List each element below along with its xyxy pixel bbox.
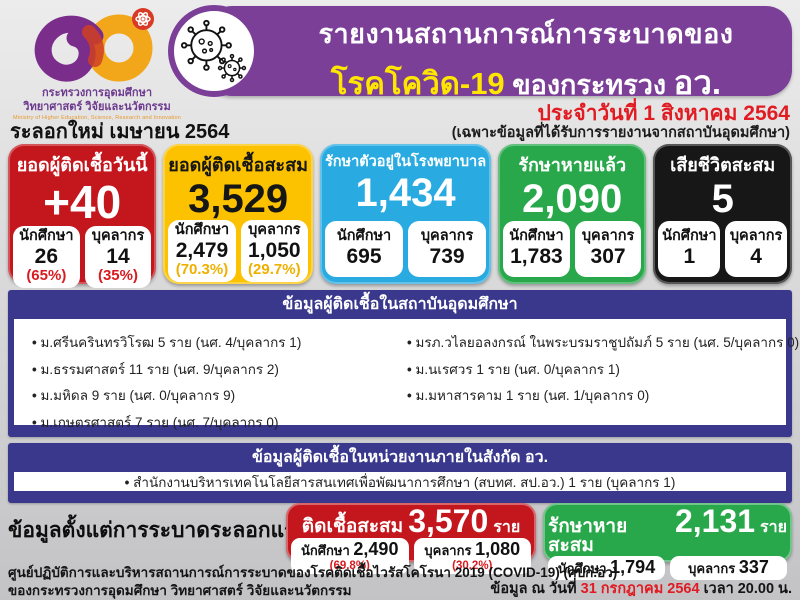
list-item: ม.ศรีนครินทรวิโรฒ 5 ราย (นศ. 4/บุคลากร 1… xyxy=(32,331,407,353)
card-title: เสียชีวิตสะสม xyxy=(670,155,776,175)
subgroup-students: นักศึกษา 1 xyxy=(658,220,721,277)
footer-org-line2: ของกระทรวงการอุดมศึกษา วิทยาศาสตร์ วิจัย… xyxy=(8,583,352,598)
subgroup-staff: บุคลากร 14 (35%) xyxy=(84,225,152,288)
university-section-body: ม.ศรีนครินทรวิโรฒ 5 ราย (นศ. 4/บุคลากร 1… xyxy=(14,319,799,430)
card-value: +40 xyxy=(43,176,122,228)
report-title-line1: รายงานสถานการณ์การระบาดของ xyxy=(318,19,734,49)
card-title: รักษาหายแล้ว xyxy=(518,155,627,175)
subgroup-students: นักศึกษา 2,490 (69.8%) xyxy=(291,538,409,574)
list-item: ม.ธรรมศาสตร์ 11 ราย (นศ. 9/บุคลากร 2) xyxy=(32,358,407,380)
infected-subgroups: นักศึกษา 2,490 (69.8%) บุคลากร 1,080 (30… xyxy=(291,538,531,574)
card-new-cases: ยอดผู้ติดเชื้อวันนี้ +40 นักศึกษา 26 (65… xyxy=(8,144,157,288)
subgroup-students: นักศึกษา 695 xyxy=(324,220,404,277)
subgroup-staff: บุคลากร 307 xyxy=(574,220,642,277)
as-of-date: 31 กรกฎาคม 2564 xyxy=(580,581,700,597)
card-subgroups: นักศึกษา 2,479 (70.3%) บุคลากร 1,050 (29… xyxy=(168,219,308,282)
subgroup-staff: บุคลากร 337 xyxy=(670,556,787,580)
card-value: 5 xyxy=(711,177,734,221)
recovered-headline: รักษาหายสะสม 2,131 ราย xyxy=(548,503,787,556)
virus-icon xyxy=(168,5,260,97)
card-deaths: เสียชีวิตสะสม 5 นักศึกษา 1 บุคลากร 4 xyxy=(653,144,792,284)
subgroup-students: นักศึกษา 2,479 (70.3%) xyxy=(168,219,236,282)
list-item: สำนักงานบริหารเทคโนโลยีสารสนเทศเพื่อพัฒน… xyxy=(125,471,675,493)
data-as-of: ข้อมูล ณ วันที่ 31 กรกฎาคม 2564 เวลา 20.… xyxy=(490,581,792,597)
subgroup-staff: บุคลากร 4 xyxy=(725,220,787,277)
card-title: รักษาตัวอยู่ในโรงพยาบาล xyxy=(324,154,487,170)
card-value: 2,090 xyxy=(522,177,623,221)
card-title: ยอดผู้ติดเชื้อสะสม xyxy=(168,155,308,175)
report-title-line2: โรคโควิด-19 ของกระทรวง อว. xyxy=(266,56,786,109)
list-item: ม.นเรศวร 1 ราย (นศ. 0/บุคลากร 1) xyxy=(407,358,782,380)
card-subgroups: นักศึกษา 695 บุคลากร 739 xyxy=(324,220,487,277)
card-value: 3,529 xyxy=(188,177,289,221)
list-item: มรภ.วไลยอลงกรณ์ ในพระบรมราชูปถัมภ์ 5 ราย… xyxy=(407,331,799,353)
card-subgroups: นักศึกษา 1 บุคลากร 4 xyxy=(658,220,787,277)
infected-headline: ติดเชื้อสะสม 3,570 ราย xyxy=(301,503,521,539)
subgroup-students: นักศึกษา 1,783 xyxy=(503,220,570,277)
subgroup-staff: บุคลากร 1,080 (30.2%) xyxy=(413,538,531,574)
first-wave-recovered-badge: รักษาหายสะสม 2,131 ราย นักศึกษา 1,794 บุ… xyxy=(543,503,792,580)
card-title: ยอดผู้ติดเชื้อวันนี้ xyxy=(16,155,148,175)
university-list-left: ม.ศรีนครินทรวิโรฒ 5 ราย (นศ. 4/บุคลากร 1… xyxy=(32,331,407,430)
first-wave-title: ข้อมูลตั้งแต่การระบาดระลอกแรก xyxy=(8,519,309,542)
ministry-logo: กระทรวงการอุดมศึกษา วิทยาศาสตร์ วิจัยและ… xyxy=(12,6,182,121)
subgroup-staff: บุคลากร 739 xyxy=(408,220,487,277)
report-date-note: (เฉพาะข้อมูลที่ได้รับการรายงานจากสถาบันอ… xyxy=(451,125,790,141)
list-item: ม.มหาสารคาม 1 ราย (นศ. 1/บุคลากร 0) xyxy=(407,384,782,406)
university-cases-section: ข้อมูลผู้ติดเชื้อในสถาบันอุดมศึกษา ม.ศรี… xyxy=(8,290,799,437)
subgroup-students: นักศึกษา 1,794 xyxy=(548,556,665,580)
agency-section-header: ข้อมูลผู้ติดเชื้อในหน่วยงานภายในสังกัด อ… xyxy=(251,449,549,466)
card-value: 1,434 xyxy=(355,171,456,215)
mhesi-logo-icon xyxy=(34,8,154,82)
ministry-name-line2: วิทยาศาสตร์ วิจัยและนวัตกรรม xyxy=(23,100,171,113)
stat-cards-row: ยอดผู้ติดเชื้อวันนี้ +40 นักศึกษา 26 (65… xyxy=(8,144,792,288)
report-title-banner: รายงานสถานการณ์การระบาดของ โรคโควิด-19 ข… xyxy=(206,6,792,101)
agency-cases-section: ข้อมูลผู้ติดเชื้อในหน่วยงานภายในสังกัด อ… xyxy=(8,443,792,503)
subgroup-students: นักศึกษา 26 (65%) xyxy=(13,225,80,288)
subgroup-staff: บุคลากร 1,050 (29.7%) xyxy=(240,219,308,282)
card-hospitalized: รักษาตัวอยู่ในโรงพยาบาล 1,434 นักศึกษา 6… xyxy=(319,144,492,284)
ministry-name-en: Ministry of Higher Education, Science, R… xyxy=(12,114,181,121)
card-subgroups: นักศึกษา 26 (65%) บุคลากร 14 (35%) xyxy=(13,225,152,288)
university-list-right: มรภ.วไลยอลงกรณ์ ในพระบรมราชูปถัมภ์ 5 ราย… xyxy=(407,331,799,425)
first-wave-infected-badge: ติดเชื้อสะสม 3,570 ราย นักศึกษา 2,490 (6… xyxy=(286,503,536,574)
card-cumulative-cases: ยอดผู้ติดเชื้อสะสม 3,529 นักศึกษา 2,479 … xyxy=(163,144,313,284)
card-recovered: รักษาหายแล้ว 2,090 นักศึกษา 1,783 บุคลาก… xyxy=(498,144,647,284)
title-line2-rest: ของกระทรวง xyxy=(504,70,674,100)
covid19-highlight: โรคโควิด-19 xyxy=(330,66,505,101)
ministry-name-line1: กระทรวงการอุดมศึกษา xyxy=(42,87,152,99)
wave-label: ระลอกใหม่ เมษายน 2564 xyxy=(10,121,230,143)
card-subgroups: นักศึกษา 1,783 บุคลากร 307 xyxy=(503,220,642,277)
footer-org-line1: ศูนย์ปฏิบัติการและบริหารสถานการณ์การระบา… xyxy=(8,565,618,580)
list-item: ม.เกษตรศาสตร์ 7 ราย (นศ. 7/บุคลากร 0) xyxy=(32,411,407,433)
report-date: ประจำวันที่ 1 สิงหาคม 2564 xyxy=(537,102,790,125)
agency-section-body: สำนักงานบริหารเทคโนโลยีสารสนเทศเพื่อพัฒน… xyxy=(14,472,786,491)
org-abbrev: อว. xyxy=(673,64,722,101)
university-section-header: ข้อมูลผู้ติดเชื้อในสถาบันอุดมศึกษา xyxy=(282,296,518,313)
recovered-subgroups: นักศึกษา 1,794 บุคลากร 337 xyxy=(548,556,787,580)
list-item: ม.มหิดล 9 ราย (นศ. 0/บุคลากร 9) xyxy=(32,384,407,406)
